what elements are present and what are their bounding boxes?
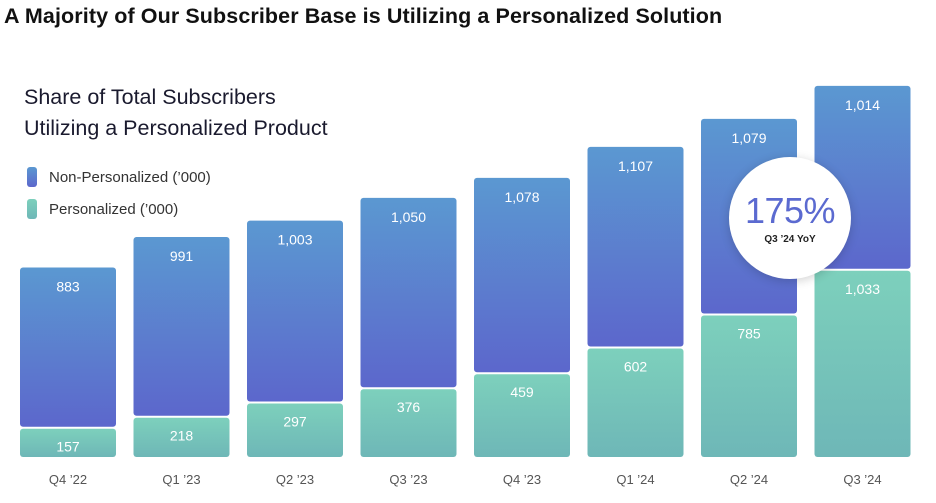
- value-label-non-personalized: 991: [170, 248, 194, 264]
- bar-personalized: [587, 348, 684, 457]
- value-label-personalized: 297: [283, 413, 307, 429]
- x-tick-label: Q3 ’24: [843, 472, 881, 487]
- bar-personalized: [814, 270, 911, 457]
- badge-value: 175%: [744, 189, 836, 231]
- legend-swatch-personalized: [27, 199, 37, 219]
- value-label-personalized: 376: [397, 399, 421, 415]
- chart-legend: Non-Personalized (’000) Personalized (’0…: [27, 166, 211, 230]
- value-label-personalized: 218: [170, 428, 194, 444]
- x-tick-label: Q4 ’23: [503, 472, 541, 487]
- bar-non-personalized: [20, 267, 116, 427]
- value-label-personalized: 602: [624, 358, 648, 374]
- value-label-non-personalized: 1,078: [504, 189, 539, 205]
- bar-non-personalized: [360, 197, 457, 388]
- value-label-personalized: 459: [510, 384, 534, 400]
- bar-non-personalized: [133, 237, 230, 416]
- value-label-personalized: 157: [56, 439, 80, 455]
- value-label-non-personalized: 1,107: [618, 158, 653, 174]
- x-tick-label: Q1 ’23: [162, 472, 200, 487]
- bar-personalized: [360, 389, 457, 457]
- bar-personalized: [247, 403, 343, 457]
- value-label-personalized: 785: [737, 325, 761, 341]
- value-label-non-personalized: 1,050: [391, 209, 426, 225]
- chart-title-line-2: Utilizing a Personalized Product: [24, 116, 328, 140]
- bar-personalized: [20, 428, 116, 457]
- x-tick-label: Q4 ’22: [49, 472, 87, 487]
- legend-swatch-non-personalized: [27, 167, 37, 187]
- chart-title: Share of Total Subscribers Utilizing a P…: [24, 82, 328, 144]
- x-tick-label: Q2 ’24: [730, 472, 768, 487]
- value-label-personalized: 1,033: [845, 281, 880, 297]
- badge-label: Q3 ’24 YoY: [764, 233, 816, 245]
- bar-personalized: [474, 374, 570, 457]
- bar-non-personalized: [587, 146, 684, 347]
- x-tick-label: Q1 ’24: [616, 472, 654, 487]
- value-label-non-personalized: 883: [56, 278, 80, 294]
- page-title: A Majority of Our Subscriber Base is Uti…: [4, 4, 723, 28]
- x-tick-label: Q2 ’23: [276, 472, 314, 487]
- bar-non-personalized: [474, 177, 570, 373]
- legend-item-personalized: Personalized (’000): [27, 198, 211, 220]
- bar-non-personalized: [247, 220, 343, 402]
- legend-label-non-personalized: Non-Personalized (’000): [49, 168, 211, 186]
- legend-item-non-personalized: Non-Personalized (’000): [27, 166, 211, 188]
- x-tick-label: Q3 ’23: [389, 472, 427, 487]
- value-label-non-personalized: 1,003: [277, 232, 312, 248]
- legend-label-personalized: Personalized (’000): [49, 200, 179, 218]
- yoy-growth-badge: 175% Q3 ’24 YoY: [729, 157, 851, 279]
- bar-personalized: [133, 417, 230, 457]
- value-label-non-personalized: 1,014: [845, 97, 880, 113]
- chart-title-line-1: Share of Total Subscribers: [24, 85, 276, 109]
- bar-personalized: [701, 315, 797, 457]
- value-label-non-personalized: 1,079: [731, 130, 766, 146]
